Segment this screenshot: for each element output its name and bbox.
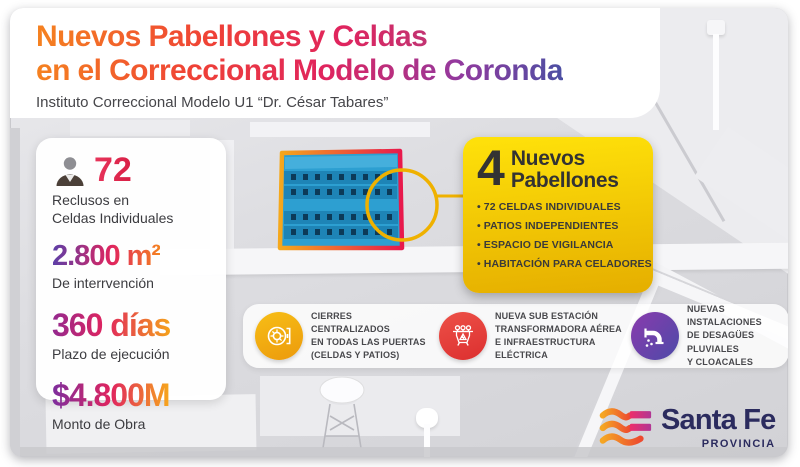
pavilions-count: 4 xyxy=(477,140,505,196)
feature-item-locks: CIERRES CENTRALIZADOS EN TODAS LAS PUERT… xyxy=(255,310,431,362)
santafe-logo: Santa Fe PROVINCIA xyxy=(598,404,776,452)
feature-item-power: NUEVA SUB ESTACIÓN TRANSFORMADORA AÉREA … xyxy=(439,310,623,362)
pavilion-bullet: 72 CELDAS INDIVIDUALES xyxy=(477,198,645,217)
feature-text: NUEVA SUB ESTACIÓN TRANSFORMADORA AÉREA … xyxy=(495,310,622,361)
stat-duration-label: Plazo de ejecución xyxy=(52,345,170,362)
light-pole xyxy=(424,424,430,457)
building-block xyxy=(70,120,190,136)
pavilion-bullet: ESPACIO DE VIGILANCIA xyxy=(477,236,645,255)
stat-budget-value: $4.800M xyxy=(52,377,171,413)
logo-name: Santa Fe xyxy=(661,404,776,436)
magnifier-annotation xyxy=(365,168,465,242)
feature-text: NUEVAS INSTALACIONES DE DESAGÜES PLUVIAL… xyxy=(687,304,762,367)
pavilion-bullet: PATIOS INDEPENDIENTES xyxy=(477,217,645,236)
vault-lock-icon xyxy=(255,312,303,360)
stat-budget-label: Monto de Obra xyxy=(52,416,146,432)
feature-text: CIERRES CENTRALIZADOS EN TODAS LAS PUERT… xyxy=(311,310,426,361)
person-icon xyxy=(56,156,84,186)
header-panel: Nuevos Pabellones y Celdas en el Correcc… xyxy=(10,8,660,118)
stat-inmates: 72 xyxy=(52,151,218,190)
logo-tagline: PROVINCIA xyxy=(701,438,776,450)
stats-panel: 72 Reclusos en Celdas Individuales 2.800… xyxy=(36,138,226,432)
transformer-icon xyxy=(439,312,487,360)
water-tower-icon xyxy=(319,376,365,449)
new-pavilions-panel: 4 Nuevos Pabellones 72 CELDAS INDIVIDUAL… xyxy=(463,137,653,293)
stat-area-label: De interrvención xyxy=(52,275,154,291)
logo-text: Santa Fe PROVINCIA xyxy=(661,404,776,451)
pavilion-bullet: HABITACIÓN PARA CELADORES xyxy=(477,255,652,274)
magnifier-circle-icon xyxy=(365,168,439,242)
infographic-card: Nuevos Pabellones y Celdas en el Correcc… xyxy=(10,8,788,457)
pavilions-bullet-list: 72 CELDAS INDIVIDUALES PATIOS INDEPENDIE… xyxy=(477,198,652,274)
stat-inmates-label: Reclusos en Celdas Individuales xyxy=(52,192,174,226)
page-subtitle: Instituto Correccional Modelo U1 “Dr. Cé… xyxy=(36,94,389,111)
background-render xyxy=(10,8,788,457)
feature-item-drainage: NUEVAS INSTALACIONES DE DESAGÜES PLUVIAL… xyxy=(631,303,788,368)
title-line-2: en el Correccional Modelo de Coronda xyxy=(36,54,563,87)
pavilions-title: Nuevos Pabellones xyxy=(510,147,619,192)
stat-duration-value: 360 días xyxy=(52,306,171,343)
new-pavilions-heading: 4 Nuevos Pabellones xyxy=(477,140,645,196)
light-pole xyxy=(713,34,719,130)
perimeter-wall xyxy=(10,128,20,457)
light-pole xyxy=(416,408,438,428)
page-title: Nuevos Pabellones y Celdas en el Correcc… xyxy=(36,20,660,88)
building-block xyxy=(250,122,430,137)
title-line-1: Nuevos Pabellones y Celdas xyxy=(36,20,428,53)
features-band: CIERRES CENTRALIZADOS EN TODAS LAS PUERT… xyxy=(243,304,788,368)
stat-inmates-value: 72 xyxy=(94,151,132,189)
drain-pipe-icon xyxy=(631,312,679,360)
stat-area-value: 2.800 m² xyxy=(52,240,161,272)
ground-strip xyxy=(10,447,788,457)
light-pole xyxy=(707,20,725,35)
logo-mark-icon xyxy=(599,408,652,446)
